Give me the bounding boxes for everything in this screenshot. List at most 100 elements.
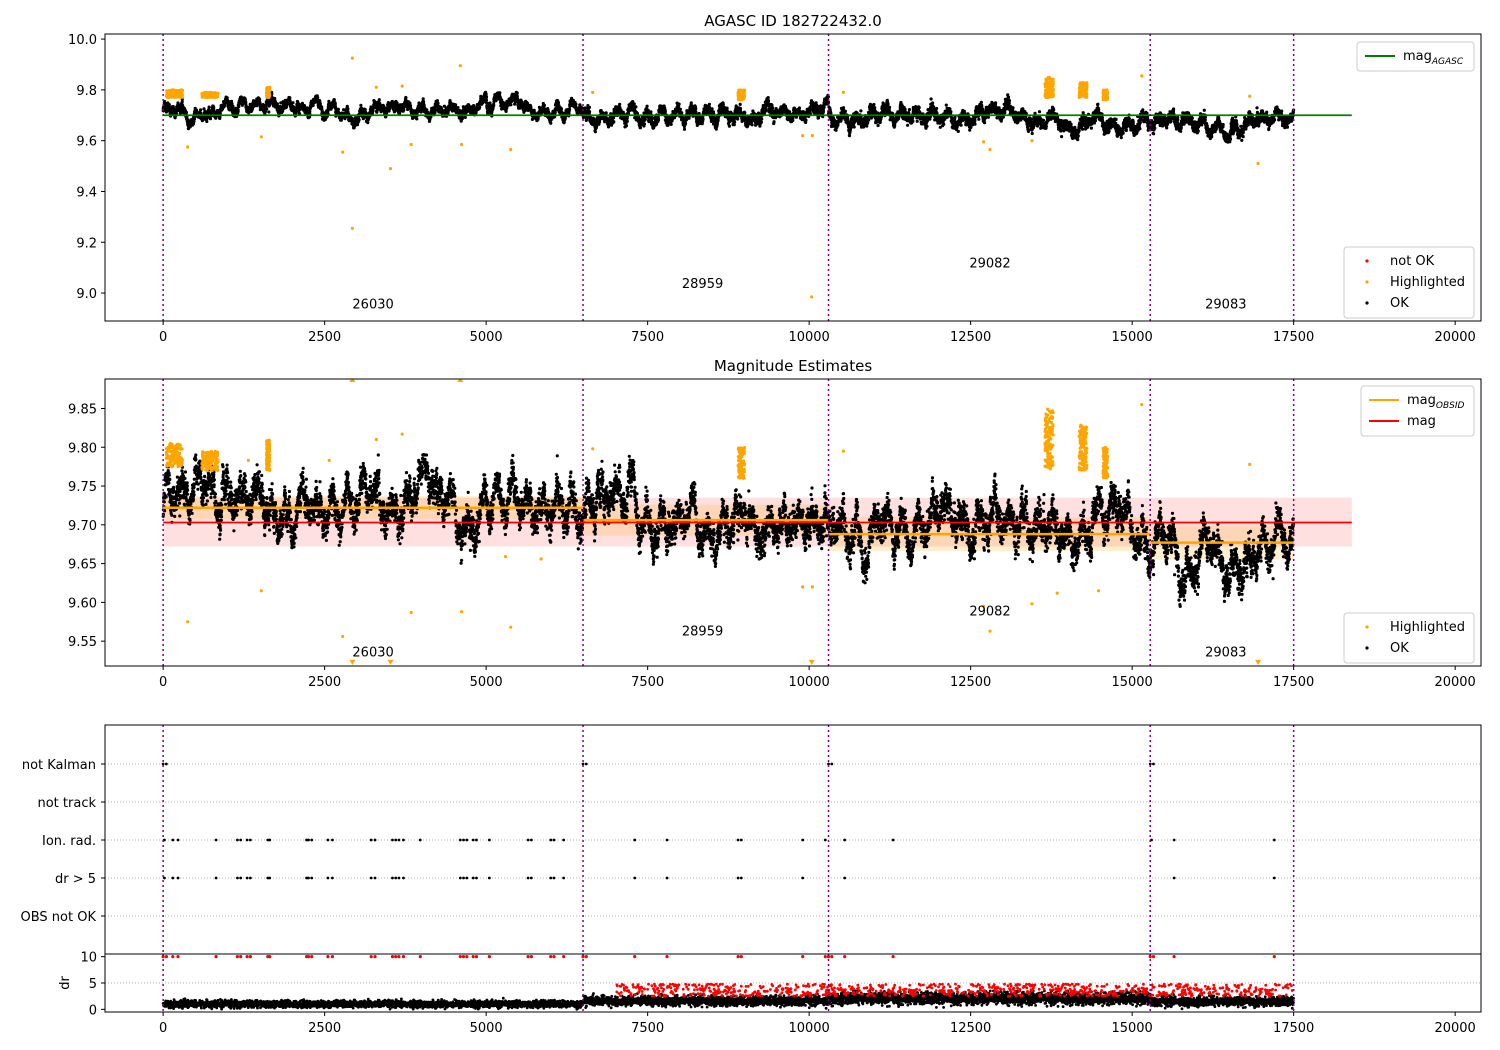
p3-ytick-label: Ion. rad. — [42, 834, 96, 849]
panel-dr-plot-area: 0 2500 5000 7500 10000 12500 15000 17500 20000 0 5… — [80, 951, 1482, 1036]
p1-legend-lower-label: OK — [1390, 296, 1409, 311]
p2-ytick-label: 9.80 — [68, 441, 97, 456]
p3-ytick-label: OBS not OK — [21, 910, 97, 925]
p2-ytick-label: 9.65 — [68, 558, 97, 573]
p2-xtick-label: 2500 — [308, 675, 341, 690]
p4-xtick-label: 5000 — [470, 1021, 503, 1036]
p3-ytick-label: not Kalman — [22, 758, 96, 773]
p1-xtick-label: 10000 — [788, 330, 829, 345]
p2-legend-lower-label: Highlighted — [1390, 620, 1465, 635]
panel-magnitude-plot-area: 26030 28959 29082 29083 0 2500 5000 7500 10000 12… — [68, 378, 1482, 690]
p2-xtick-label: 17500 — [1273, 675, 1314, 690]
p1-xtick-label: 20000 — [1434, 330, 1475, 345]
p1-xtick-label: 0 — [159, 330, 167, 345]
offscale-marker — [457, 379, 464, 382]
panel-agasc-title: AGASC ID 182722432.0 — [704, 12, 882, 30]
p3-ytick-label: not track — [37, 796, 96, 811]
offscale-marker — [808, 659, 815, 665]
p1-xtick-label: 12500 — [950, 330, 991, 345]
p2-legend-upper-label: magOBSID — [1407, 393, 1465, 411]
p1-ytick-label: 9.6 — [76, 135, 97, 150]
p1-xtick-label: 17500 — [1273, 330, 1314, 345]
panel-magnitude-estimates: Magnitude Estimates 26030 28959 29082 29083… — [68, 357, 1482, 690]
p4-ytick-label: 10 — [80, 951, 97, 966]
ok-points — [161, 90, 1296, 144]
p1-ytick-label: 9.4 — [76, 185, 97, 200]
panel-agasc-plot-area: 26030 28959 29082 29083 0 2500 5000 7500 10000 12… — [68, 33, 1482, 345]
offscale-marker — [349, 379, 356, 382]
p1-legend-upper-label: magAGASC — [1403, 49, 1464, 67]
p2-ytick-label: 9.55 — [68, 635, 97, 650]
p3-ytick-label: dr > 5 — [55, 872, 96, 887]
p1-obsid-label: 26030 — [352, 297, 393, 312]
panel-flags-plot-area: not Kalman not track Ion. rad. dr > 5 OBS no… — [21, 724, 1482, 955]
p2-obsid-label: 28959 — [682, 625, 723, 640]
p2-obsid-label: 29082 — [969, 605, 1010, 620]
p1-xtick-label: 5000 — [470, 330, 503, 345]
p4-xtick-label: 15000 — [1111, 1021, 1152, 1036]
p2-obsid-label: 26030 — [352, 646, 393, 661]
p2-legend-lower-label: OK — [1390, 641, 1409, 656]
p1-legend-lower-swatch — [1365, 301, 1369, 305]
panel-dr: dr 0 2500 5000 7500 10000 12500 15000 17500 2000… — [58, 951, 1482, 1036]
p1-axes-frame — [104, 33, 1482, 322]
p4-ytick-label: 5 — [89, 977, 97, 992]
p2-xtick-label: 0 — [159, 675, 167, 690]
p2-legend-upper-frame — [1360, 385, 1475, 437]
p2-ytick-label: 9.85 — [68, 402, 97, 417]
offscale-marker — [387, 659, 394, 665]
panel-magnitude-title: Magnitude Estimates — [714, 357, 872, 375]
dr-not-ok-points — [615, 982, 1294, 998]
p4-xtick-label: 12500 — [950, 1021, 991, 1036]
p4-xtick-label: 7500 — [631, 1021, 664, 1036]
p1-ytick-label: 9.0 — [76, 287, 97, 302]
p4-xtick-label: 20000 — [1434, 1021, 1475, 1036]
p4-xtick-label: 0 — [159, 1021, 167, 1036]
p2-xtick-label: 5000 — [470, 675, 503, 690]
offscale-marker — [1255, 659, 1262, 665]
p1-ytick-label: 9.8 — [76, 84, 97, 99]
p4-xtick-label: 17500 — [1273, 1021, 1314, 1036]
highlighted-cluster-points — [164, 75, 1110, 102]
p2-ytick-label: 9.60 — [68, 596, 97, 611]
p1-legend-lower-swatch — [1365, 259, 1369, 263]
p4-xtick-label: 2500 — [308, 1021, 341, 1036]
p1-obsid-label: 28959 — [682, 277, 723, 292]
p2-legend-lower-swatch — [1365, 646, 1369, 650]
panel-flags: not Kalman not track Ion. rad. dr > 5 OBS no… — [21, 724, 1482, 955]
p1-legend-lower-label: not OK — [1390, 254, 1435, 269]
highlighted-cluster-points — [164, 407, 1110, 480]
flag-points — [163, 838, 1276, 842]
p1-obsid-label: 29082 — [969, 257, 1010, 272]
p4-ytick-label: 0 — [89, 1003, 97, 1018]
p2-legend-lower-frame — [1343, 612, 1475, 664]
p2-xtick-label: 7500 — [631, 675, 664, 690]
ok-points — [161, 453, 1296, 608]
p1-ytick-label: 9.2 — [76, 236, 97, 251]
flag-points — [163, 876, 1276, 880]
p2-xtick-label: 15000 — [1111, 675, 1152, 690]
panel-agasc: AGASC ID 182722432.0 26030 28959 29082 2908… — [68, 12, 1482, 345]
p2-legend-lower-swatch — [1365, 625, 1369, 629]
p2-axes-frame — [104, 378, 1482, 667]
p2-xtick-label: 20000 — [1434, 675, 1475, 690]
p1-xtick-label: 2500 — [308, 330, 341, 345]
highlighted-points — [186, 56, 1260, 299]
p1-legend-lower-frame — [1343, 246, 1475, 319]
dr-ok-points — [161, 989, 1295, 1011]
p2-legend-upper-label: mag — [1407, 414, 1436, 429]
p4-xtick-label: 10000 — [788, 1021, 829, 1036]
panel-dr-ylabel: dr — [58, 976, 73, 990]
p2-xtick-label: 12500 — [950, 675, 991, 690]
p2-xtick-label: 10000 — [788, 675, 829, 690]
p1-xtick-label: 15000 — [1111, 330, 1152, 345]
p1-legend-lower-swatch — [1365, 280, 1369, 284]
p1-legend-upper-frame — [1356, 41, 1475, 72]
p1-xtick-label: 7500 — [631, 330, 664, 345]
p2-ytick-label: 9.70 — [68, 519, 97, 534]
dr-clipped-points — [161, 954, 1276, 959]
p2-ytick-label: 9.75 — [68, 480, 97, 495]
offscale-marker — [349, 659, 356, 665]
p1-legend-lower-label: Highlighted — [1390, 275, 1465, 290]
